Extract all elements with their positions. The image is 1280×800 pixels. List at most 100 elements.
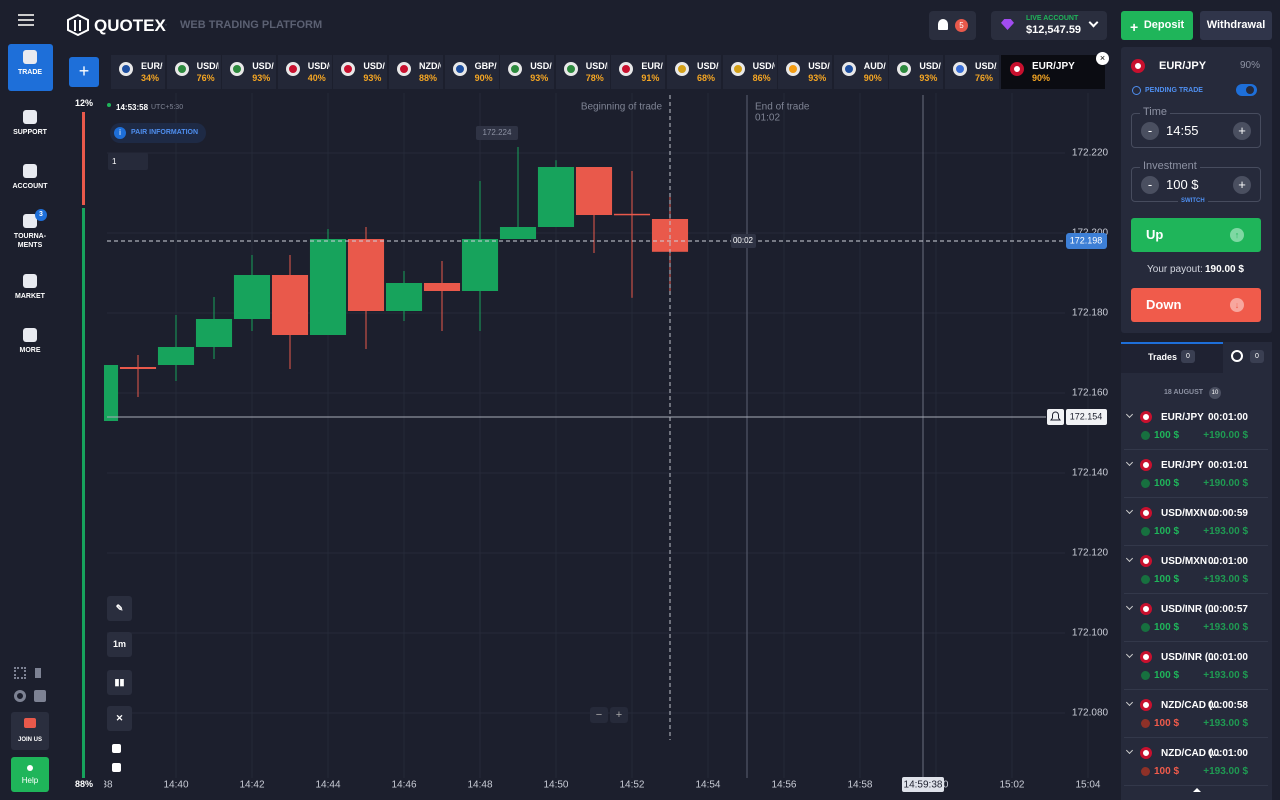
ticker[interactable]: AUD/C 90% — [833, 55, 889, 89]
sound-icon[interactable] — [34, 690, 46, 702]
row-profit: +193.00 $ — [1203, 670, 1248, 681]
trades-tab-label: Trades — [1148, 352, 1178, 362]
ticker[interactable]: USD/B 93% — [222, 55, 278, 89]
nav-item[interactable]: TOURNA- MENTS — [6, 208, 54, 250]
chart-type-button[interactable]: ▮▮ — [107, 670, 132, 695]
timezone: UTC+5:30 — [151, 104, 184, 111]
row-flag — [1140, 459, 1152, 471]
ticker[interactable]: USD/C 86% — [722, 55, 778, 89]
ticker-flag — [563, 62, 578, 76]
candle-body — [613, 213, 651, 216]
deposit-button[interactable]: Deposit — [1121, 11, 1193, 40]
current-price-label: 172.198 — [1070, 235, 1103, 245]
indicators-button[interactable]: ✕ — [107, 706, 132, 731]
investment-plus[interactable]: + — [1233, 176, 1251, 194]
trade-row[interactable]: USD/MXN ... 00:00:59 100 $ +193.00 $ — [1124, 500, 1268, 546]
ticker-payout: 93% — [808, 73, 827, 83]
zoom-control[interactable]: 1 — [108, 153, 148, 170]
investment-minus[interactable]: - — [1141, 176, 1159, 194]
withdrawal-button[interactable]: Withdrawal — [1200, 11, 1272, 40]
settings-icon[interactable] — [14, 690, 26, 702]
ticker[interactable]: NZD/C 88% — [389, 55, 444, 89]
ticker-payout: 93% — [919, 73, 938, 83]
panel-pair[interactable]: EUR/JPY — [1159, 60, 1207, 72]
time-minus[interactable]: - — [1141, 122, 1159, 140]
nav-item[interactable]: MORE — [6, 322, 54, 355]
ticker[interactable]: USD/M 93% — [889, 55, 945, 89]
pair-info-button[interactable]: PAIR INFORMATION — [110, 123, 206, 143]
trade-row[interactable]: EUR/JPY 00:01:00 100 $ +190.00 $ — [1124, 404, 1268, 450]
ticker[interactable]: USD/A 76% — [945, 55, 1000, 89]
row-amount: 100 $ — [1154, 718, 1180, 729]
trades-tab[interactable] — [1121, 342, 1223, 373]
nav-icon — [23, 164, 37, 178]
trade-row[interactable]: USD/INR (... 00:01:00 100 $ +193.00 $ — [1124, 644, 1268, 690]
ticker[interactable]: USD/B 76% — [166, 55, 222, 89]
ticker[interactable]: USD/D 93% — [500, 55, 556, 89]
timeframe-button[interactable]: 1m — [107, 632, 132, 657]
close-ticker[interactable]: × — [1096, 52, 1109, 65]
toggle-1[interactable] — [112, 744, 121, 753]
ticker-flag — [675, 62, 689, 76]
candle-body — [119, 367, 157, 369]
add-asset-button[interactable]: + — [69, 57, 99, 87]
alert-bell — [1050, 411, 1061, 421]
row-amount: 100 $ — [1154, 430, 1180, 441]
notifications-button[interactable] — [929, 11, 976, 40]
y-tick-label: 172.160 — [1072, 388, 1109, 399]
row-pair: USD/INR (... — [1161, 604, 1217, 615]
candle-body — [195, 319, 233, 347]
ticker[interactable]: USD/C 40% — [277, 55, 333, 89]
ticker-flag — [619, 62, 634, 76]
zoom-in[interactable]: + — [610, 707, 628, 723]
brand: QUOTEX — [94, 16, 166, 35]
ticker[interactable]: USD/C 68% — [667, 55, 722, 89]
scroll-up[interactable] — [1193, 784, 1201, 792]
nav-item[interactable]: ACCOUNT — [6, 158, 54, 191]
ticker[interactable]: EUR/G 34% — [111, 55, 166, 89]
ticker-flag — [786, 62, 801, 76]
switch-link[interactable]: SWITCH — [1178, 198, 1208, 204]
nav-item[interactable]: MARKET — [6, 268, 54, 301]
zoom-out[interactable]: − — [590, 707, 608, 723]
trade-row[interactable]: USD/MXN ... 00:01:00 100 $ +193.00 $ — [1124, 548, 1268, 594]
candle-body — [537, 167, 575, 227]
time-plus[interactable]: + — [1233, 122, 1251, 140]
trade-row[interactable]: NZD/CAD (... 00:01:00 100 $ +193.00 $ — [1124, 740, 1268, 786]
toggle-knob — [1246, 86, 1254, 94]
ticker[interactable]: USD/P 78% — [555, 55, 611, 89]
back-icon[interactable] — [35, 668, 47, 678]
ticker-flag — [397, 62, 411, 76]
clock: 14:53:58 — [116, 103, 149, 112]
current-price-box — [1066, 233, 1107, 249]
ticker-pair: AUD/C — [863, 61, 886, 71]
fullscreen-icon[interactable] — [14, 667, 26, 679]
row-direction-icon — [1141, 623, 1150, 632]
menu-button[interactable] — [18, 14, 34, 16]
toggle-2[interactable] — [112, 763, 121, 772]
ticker-payout: 88% — [419, 73, 438, 83]
trade-row[interactable]: NZD/CAD (... 00:00:58 100 $ +193.00 $ — [1124, 692, 1268, 738]
trade-row[interactable]: EUR/JPY 00:01:01 100 $ +190.00 $ — [1124, 452, 1268, 498]
trade-row[interactable]: USD/INR (... 00:00:57 100 $ +193.00 $ — [1124, 596, 1268, 642]
ticker[interactable]: USD/E 93% — [333, 55, 389, 89]
help-button[interactable]: Help — [11, 757, 49, 792]
panel-payout: 90% — [1240, 60, 1261, 71]
end-label: End of trade — [755, 102, 810, 113]
sentiment-panel — [62, 90, 100, 800]
ticker[interactable]: USD/I 93% — [778, 55, 834, 89]
ticker[interactable]: EUR/C 91% — [611, 55, 667, 89]
draw-tool[interactable]: ✎ — [107, 596, 132, 621]
ticker-flag — [897, 62, 912, 76]
nav-item[interactable]: SUPPORT — [6, 104, 54, 137]
candle-body — [499, 227, 537, 239]
time-field[interactable] — [1131, 113, 1261, 148]
nav-item[interactable]: TRADE — [6, 44, 54, 77]
nav-label: ACCOUNT — [12, 183, 48, 190]
x-tick-label: 14:42 — [239, 780, 264, 791]
ticker[interactable]: GBP/U 90% — [444, 55, 500, 89]
row-pair: EUR/JPY — [1161, 460, 1204, 471]
history-icon[interactable] — [1231, 350, 1243, 362]
candle-body — [423, 283, 461, 291]
